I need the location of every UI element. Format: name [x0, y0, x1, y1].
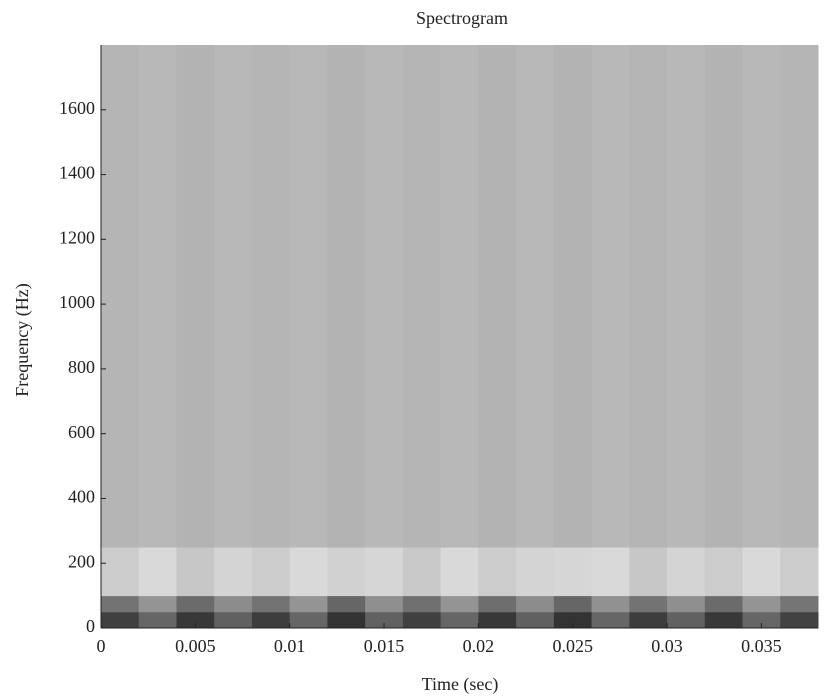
heat-cell — [667, 45, 706, 548]
heat-cell — [101, 595, 140, 613]
heat-cell — [214, 611, 253, 629]
heat-cell — [251, 45, 291, 548]
y-tick-label: 200 — [68, 551, 95, 571]
heat-cell — [591, 547, 630, 597]
heat-cell — [516, 45, 555, 548]
heat-cell — [402, 547, 442, 597]
heat-cell — [629, 611, 668, 629]
heat-cell — [516, 595, 555, 613]
heat-cell — [365, 595, 404, 613]
heat-cell — [176, 595, 215, 613]
heat-cell — [780, 611, 819, 629]
heat-cell — [440, 595, 479, 613]
y-tick-label: 800 — [68, 357, 95, 377]
heat-cell — [214, 595, 253, 613]
y-tick-label: 0 — [86, 616, 95, 636]
heat-cell — [478, 595, 517, 613]
heat-cell — [591, 45, 630, 548]
heat-cell — [365, 611, 404, 629]
heat-cell — [478, 45, 517, 548]
heat-cell — [440, 611, 479, 629]
heat-cell — [553, 595, 593, 613]
heat-cell — [629, 45, 668, 548]
y-tick-label: 400 — [68, 487, 95, 507]
heat-cell — [704, 611, 744, 629]
heat-cell — [327, 547, 366, 597]
heat-cell — [138, 611, 177, 629]
heat-cell — [138, 547, 177, 597]
heat-cell — [289, 611, 328, 629]
heat-cell — [780, 595, 819, 613]
heat-cell — [327, 611, 366, 629]
y-tick-label: 1600 — [59, 98, 95, 118]
y-tick-label: 600 — [68, 422, 95, 442]
heat-cell — [478, 547, 517, 597]
heat-cell — [289, 595, 328, 613]
heat-cell — [667, 595, 706, 613]
chart-title: Spectrogram — [416, 8, 508, 28]
heat-cell — [214, 45, 253, 548]
heat-cell — [591, 611, 630, 629]
x-tick-label: 0.035 — [741, 636, 782, 656]
heat-cell — [289, 45, 328, 548]
heat-cell — [704, 595, 744, 613]
heat-cell — [742, 595, 781, 613]
x-tick-label: 0 — [97, 636, 106, 656]
heat-cell — [251, 547, 291, 597]
heat-cell — [553, 611, 593, 629]
heat-cell — [365, 45, 404, 548]
heat-cell — [704, 45, 744, 548]
heat-cell — [440, 547, 479, 597]
heat-cell — [402, 611, 442, 629]
y-tick-label: 1000 — [59, 292, 95, 312]
heat-cell — [742, 547, 781, 597]
heat-cell — [629, 547, 668, 597]
x-axis-label: Time (sec) — [422, 674, 499, 695]
heat-cell — [214, 547, 253, 597]
x-tick-label: 0.005 — [175, 636, 216, 656]
heat-cell — [289, 547, 328, 597]
y-tick-label: 1200 — [59, 227, 95, 247]
heat-cell — [742, 45, 781, 548]
heat-cell — [516, 611, 555, 629]
heat-cell — [629, 595, 668, 613]
y-tick-label: 1400 — [59, 163, 95, 183]
heat-cell — [138, 595, 177, 613]
heat-cell — [591, 595, 630, 613]
heat-cell — [667, 547, 706, 597]
heat-cell — [101, 547, 140, 597]
heat-cell — [742, 611, 781, 629]
heat-cell — [251, 595, 291, 613]
heat-cell — [327, 595, 366, 613]
heat-cell — [440, 45, 479, 548]
heat-cell — [780, 547, 819, 597]
heat-cell — [101, 45, 140, 548]
heat-cell — [365, 547, 404, 597]
heat-cell — [780, 45, 819, 548]
heat-cell — [553, 547, 593, 597]
heat-cell — [704, 547, 744, 597]
heat-cell — [138, 45, 177, 548]
heat-cell — [101, 611, 140, 629]
heat-cell — [402, 595, 442, 613]
heat-cell — [251, 611, 291, 629]
heat-cell — [402, 45, 442, 548]
heat-cell — [478, 611, 517, 629]
x-tick-label: 0.015 — [364, 636, 405, 656]
heat-cell — [327, 45, 366, 548]
x-tick-label: 0.03 — [651, 636, 683, 656]
heat-cell — [516, 547, 555, 597]
x-tick-label: 0.02 — [463, 636, 495, 656]
heat-cell — [176, 45, 215, 548]
heat-cell — [553, 45, 593, 548]
heat-cell — [176, 611, 215, 629]
y-axis-label: Frequency (Hz) — [12, 283, 33, 396]
x-tick-label: 0.025 — [552, 636, 593, 656]
heat-cell — [176, 547, 215, 597]
heat-cell — [667, 611, 706, 629]
x-tick-label: 0.01 — [274, 636, 306, 656]
